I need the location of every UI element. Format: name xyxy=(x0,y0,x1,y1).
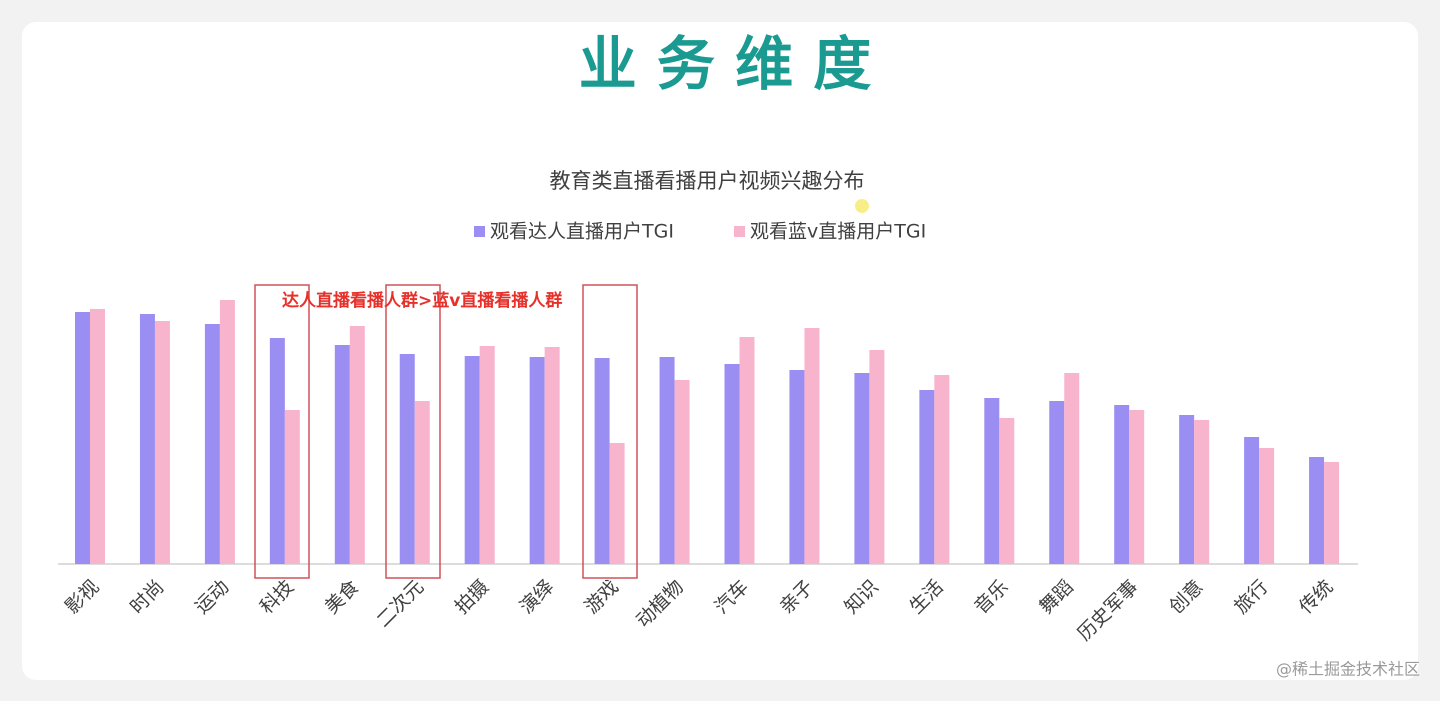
chart-title: 教育类直播看播用户视频兴趣分布 xyxy=(550,169,865,193)
bar xyxy=(154,321,170,564)
bar xyxy=(869,350,885,564)
bar xyxy=(1259,448,1275,564)
bar xyxy=(1324,462,1340,564)
bar xyxy=(594,358,610,564)
bar xyxy=(934,375,950,564)
highlight-box xyxy=(254,284,310,579)
bar xyxy=(479,346,495,564)
legend-label: 观看达人直播用户TGI xyxy=(490,221,674,243)
bar xyxy=(724,364,740,564)
bar xyxy=(659,357,675,564)
bar xyxy=(75,312,90,564)
cursor xyxy=(855,199,869,213)
highlight-boxes xyxy=(254,284,638,579)
legend-swatch xyxy=(734,226,745,237)
bar xyxy=(90,309,105,564)
bar xyxy=(399,354,415,564)
bar xyxy=(529,357,545,564)
watermark: @稀土掘金技术社区 xyxy=(1276,660,1420,679)
bar xyxy=(284,410,300,564)
bar xyxy=(1064,373,1080,564)
annotation: 达人直播看播人群>蓝v直播看播人群 xyxy=(282,290,562,311)
bar xyxy=(804,328,820,564)
bar xyxy=(1179,415,1195,564)
bar xyxy=(1309,457,1325,564)
bar xyxy=(674,380,690,564)
bar xyxy=(919,390,935,564)
bar xyxy=(269,338,285,564)
bar xyxy=(139,314,155,564)
bar xyxy=(349,326,365,564)
bar xyxy=(334,345,350,564)
bar xyxy=(984,398,1000,564)
bar xyxy=(609,443,625,564)
bar xyxy=(789,370,805,564)
bar xyxy=(999,418,1015,564)
legend-swatch xyxy=(474,226,485,237)
slide-title: 业 务 维 度 xyxy=(579,30,872,98)
bar xyxy=(544,347,560,564)
bar xyxy=(204,324,220,564)
bar xyxy=(854,373,870,564)
legend-label: 观看蓝v直播用户TGI xyxy=(750,221,926,243)
bar xyxy=(1194,420,1210,564)
highlight-box xyxy=(385,284,441,579)
highlight-box xyxy=(582,284,638,579)
bar xyxy=(1129,410,1145,564)
bar xyxy=(1049,401,1065,564)
bar xyxy=(219,300,235,564)
bar xyxy=(739,337,755,564)
bar xyxy=(414,401,430,564)
bar xyxy=(1114,405,1130,564)
bar xyxy=(464,356,480,564)
bar xyxy=(1244,437,1260,564)
